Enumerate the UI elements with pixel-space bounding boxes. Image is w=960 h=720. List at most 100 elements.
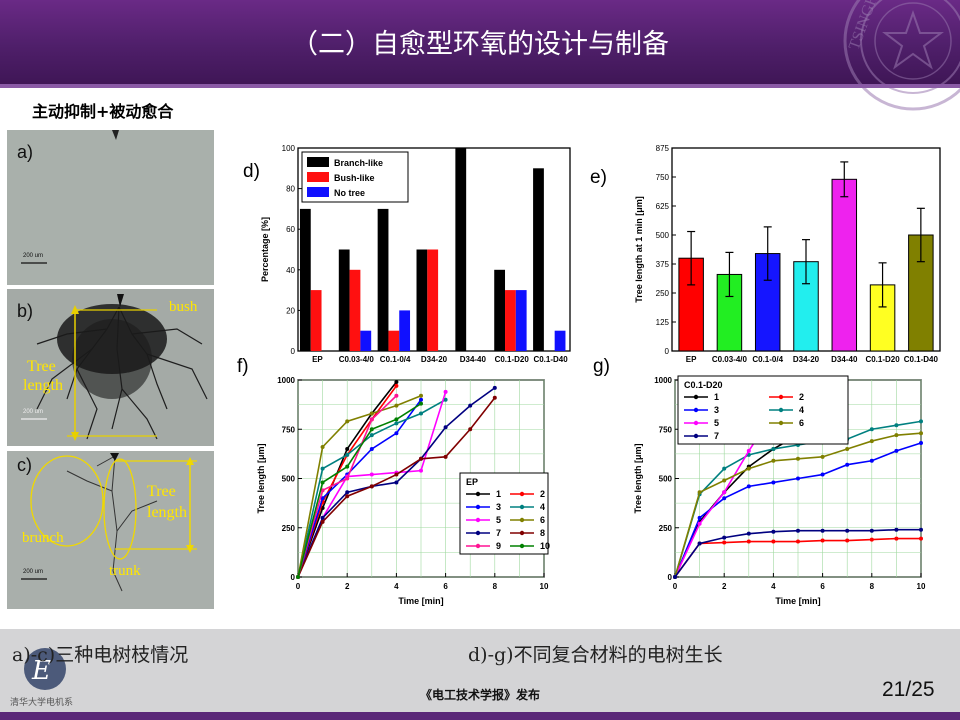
legend-label: 5 (496, 515, 501, 525)
data-point-8 (320, 519, 325, 524)
data-point-3 (394, 431, 399, 436)
micrograph-b: b) bush Tree length 200 um (7, 289, 214, 446)
data-point-4 (722, 466, 727, 471)
chart-g-c01d20-growth: g) 0 2 4 6 8 10 0 250 500 750 1000 C0.1-D20 1 2 3 4 5 6 7 Ti… (593, 356, 926, 606)
y-tick-label: 0 (668, 573, 673, 582)
university-seal-logo: TSINGHUA (843, 0, 960, 111)
x-tick-label: 4 (771, 582, 776, 591)
data-point-7 (894, 527, 899, 532)
x-category-label: C0.1-D20 (495, 355, 530, 364)
data-point-7 (796, 528, 800, 533)
bar-no-tree (515, 290, 527, 351)
data-point-4 (919, 419, 923, 424)
legend-swatch (307, 172, 329, 182)
bar-branch-like (455, 148, 467, 351)
data-point-6 (394, 403, 399, 408)
legend-label: 4 (540, 502, 545, 512)
x-tick-label: 2 (722, 582, 727, 591)
data-point-4 (443, 397, 448, 402)
panel-label-g: g) (593, 356, 610, 377)
legend-marker (475, 543, 481, 549)
scale-bar-b: 200 um (23, 409, 43, 415)
legend-marker (475, 517, 481, 523)
footer-bar (0, 712, 960, 720)
y-tick-label: 100 (282, 144, 296, 153)
data-point-6 (345, 419, 350, 424)
x-category-label: D34-40 (831, 355, 858, 364)
svg-text:E: E (31, 656, 51, 686)
legend-marker (519, 491, 525, 497)
tree-length-annotation-c1: Tree (147, 483, 176, 500)
data-point-6 (845, 446, 850, 451)
data-point-6 (320, 444, 325, 449)
legend-label: 8 (540, 528, 545, 538)
data-point-8 (345, 494, 350, 499)
data-point-7 (771, 529, 776, 534)
data-point-3 (845, 462, 850, 467)
x-tick-label: 6 (820, 582, 825, 591)
data-point-8 (419, 456, 423, 461)
data-point-7 (492, 385, 497, 390)
bar-branch-like (299, 208, 311, 351)
y-tick-label: 750 (282, 425, 296, 434)
x-category-label: EP (312, 355, 323, 364)
y-axis-title: Tree length [μm] (633, 443, 643, 513)
data-point-7 (746, 531, 751, 536)
x-axis-title: Time [min] (398, 596, 443, 606)
bar (831, 178, 858, 352)
x-category-label: C0.1-D40 (904, 355, 939, 364)
x-tick-label: 2 (345, 582, 350, 591)
x-tick-label: 6 (443, 582, 448, 591)
data-point-6 (771, 458, 776, 463)
data-point-7 (345, 490, 350, 495)
y-axis-title: Percentage [%] (260, 217, 270, 282)
y-tick-label: 750 (659, 425, 673, 434)
data-point-6 (820, 454, 825, 459)
y-tick-label: 20 (286, 306, 295, 315)
data-point-10 (369, 427, 374, 432)
x-category-label: D34-40 (460, 355, 487, 364)
tree-length-annotation-c2: length (147, 504, 187, 521)
y-tick-label: 500 (659, 475, 673, 484)
legend-marker (519, 504, 525, 510)
y-tick-label: 750 (656, 173, 670, 182)
legend-label: 7 (714, 431, 719, 441)
data-point-2 (771, 539, 776, 544)
data-point-5 (443, 389, 448, 394)
bar-bush-like (505, 290, 516, 351)
legend-marker (519, 543, 525, 549)
legend-label: 3 (714, 405, 719, 415)
x-category-label: C0.03-4/0 (712, 355, 748, 364)
data-point-3 (869, 458, 874, 463)
data-point-5 (722, 490, 727, 495)
legend-swatch (307, 157, 329, 167)
x-category-label: C0.1-D20 (865, 355, 900, 364)
y-tick-label: 40 (286, 266, 295, 275)
bar-no-tree (360, 330, 372, 351)
data-point-4 (869, 427, 874, 432)
data-point-4 (419, 411, 423, 416)
y-tick-label: 1000 (654, 376, 672, 385)
data-point-8 (394, 472, 399, 477)
data-point-7 (722, 535, 727, 540)
data-point-10 (296, 575, 300, 579)
series-line-10 (297, 402, 422, 578)
legend-label: No tree (334, 188, 365, 198)
panel-label-d: d) (243, 161, 260, 182)
data-point-10 (394, 417, 399, 422)
legend-label: 1 (714, 392, 719, 402)
bar-bush-like (388, 330, 400, 351)
photo-a-label: a) (17, 142, 33, 162)
legend-marker (693, 433, 699, 439)
legend-label: 7 (496, 528, 501, 538)
data-point-4 (894, 423, 899, 428)
bar-bush-like (349, 269, 361, 351)
data-point-3 (771, 480, 776, 485)
tree-length-annotation-b2: length (23, 377, 63, 394)
data-point-7 (697, 541, 702, 546)
legend-marker (778, 420, 784, 426)
data-point-2 (919, 536, 923, 541)
data-point-2 (394, 383, 399, 388)
y-tick-label: 625 (656, 202, 670, 211)
chart-e-tree-length-1min: e) 0 125 250 375 500 625 750 875 EP C0.03-4/0 C0.1-… (590, 144, 941, 364)
